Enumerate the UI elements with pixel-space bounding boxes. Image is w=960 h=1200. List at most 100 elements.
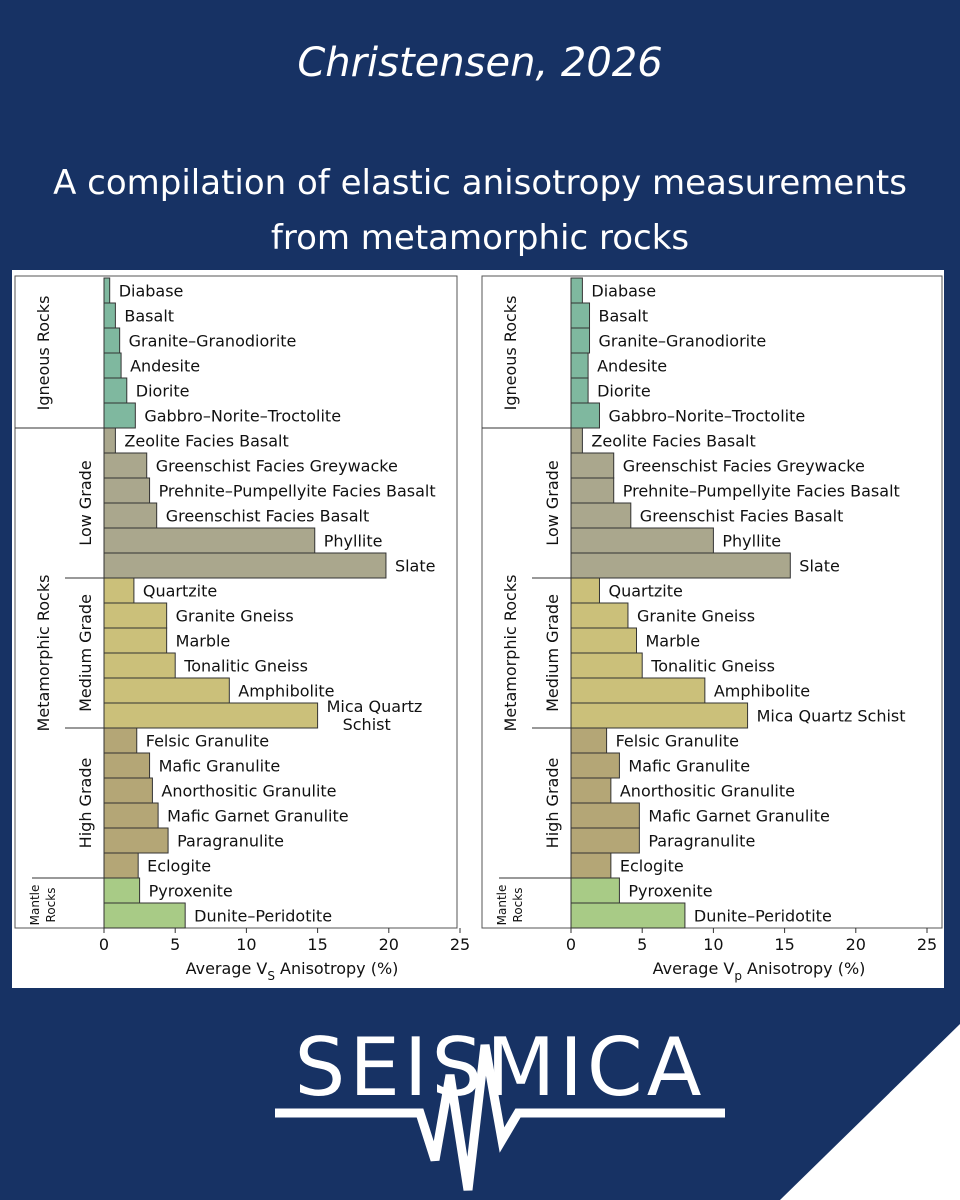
vp-bar <box>570 827 640 854</box>
vp-x-tick-label: 15 <box>774 935 794 954</box>
vp-bar <box>570 652 643 679</box>
vs-bar-label: Pyroxenite <box>149 882 233 901</box>
vs-x-tick-label: 15 <box>307 935 327 954</box>
vs-bar <box>103 802 159 829</box>
vs-x-axis-label: Average VS Anisotropy (%) <box>186 959 399 983</box>
vp-bar <box>570 577 600 604</box>
vs-bar-label: Andesite <box>130 357 200 376</box>
vs-bar-label: Granite–Granodiorite <box>129 332 297 351</box>
seismica-logo: SEISMICA <box>270 1005 730 1200</box>
vs-bar <box>103 852 139 879</box>
vs-group-label: Low Grade <box>76 460 95 545</box>
vp-bar-label: Granite Gneiss <box>637 607 755 626</box>
vs-plot-frame <box>14 275 458 929</box>
author-title: Christensen, 2026 <box>297 40 663 86</box>
vp-x-tick-label: 10 <box>703 935 723 954</box>
vp-bar <box>570 602 629 629</box>
vp-bar-label: Quartzite <box>608 582 682 601</box>
vp-bar <box>570 327 591 354</box>
vs-bar <box>103 552 387 579</box>
vp-bar-label: Mafic Garnet Granulite <box>648 807 829 826</box>
vp-group-label: Medium Grade <box>543 594 562 712</box>
vp-bar-label: Diorite <box>597 382 651 401</box>
vs-bar-label: Mafic Granulite <box>159 757 281 776</box>
vs-bar-label: Gabbro–Norite–Troctolite <box>144 407 341 426</box>
vs-bar <box>103 452 148 479</box>
vp-bar-label: Basalt <box>599 307 649 326</box>
vp-group-label: Low Grade <box>543 460 562 545</box>
vs-bar <box>103 477 151 504</box>
vp-bar <box>570 877 620 904</box>
vp-bar <box>570 452 615 479</box>
vs-bar <box>103 327 121 354</box>
vp-bar-label: Marble <box>646 632 701 651</box>
vp-mantle-label-line: Mantle <box>495 885 509 926</box>
subtitle: A compilation of elastic anisotropy meas… <box>0 156 960 266</box>
vs-bar <box>103 777 153 804</box>
vs-bar-label: Diabase <box>119 282 184 301</box>
vp-bar <box>570 402 600 429</box>
vs-group-label: Igneous Rocks <box>34 296 53 411</box>
vp-x-tick-label: 5 <box>637 935 647 954</box>
vs-bar-label: Greenschist Facies Greywacke <box>156 457 398 476</box>
vs-bar-label: Quartzite <box>143 582 217 601</box>
vs-bar-label: Mafic Garnet Granulite <box>167 807 348 826</box>
seismica-wordmark: SEISMICA <box>275 1021 725 1191</box>
vp-x-axis-label: Average Vp Anisotropy (%) <box>653 959 866 983</box>
vp-bar-label: Amphibolite <box>714 682 810 701</box>
vs-x-axis-label-tail: Anisotropy (%) <box>275 959 398 978</box>
vp-bar-label: Anorthositic Granulite <box>620 782 795 801</box>
vs-bar-label: Granite Gneiss <box>176 607 294 626</box>
vs-bar-label: Phyllite <box>324 532 383 551</box>
vs-x-axis-label-main: Average V <box>186 959 268 978</box>
vs-bar-label-line: Schist <box>343 715 391 734</box>
vs-bar <box>103 727 138 754</box>
vs-bar <box>103 902 186 929</box>
vs-bar-label: Paragranulite <box>177 832 284 851</box>
vp-bar-label: Gabbro–Norite–Troctolite <box>608 407 805 426</box>
vs-bar-label-line: Mica Quartz <box>327 697 423 716</box>
vs-bar-label: Dunite–Peridotite <box>194 907 332 926</box>
subtitle-line-2: from metamorphic rocks <box>270 218 690 258</box>
vs-bar-label: Amphibolite <box>238 682 334 701</box>
vp-bar-label: Andesite <box>597 357 667 376</box>
vp-bar <box>570 502 632 529</box>
vp-metamorphic-label: Metamorphic Rocks <box>501 575 520 732</box>
vp-bar-label: Dunite–Peridotite <box>694 907 832 926</box>
vp-bar-label: Paragranulite <box>648 832 755 851</box>
vp-mantle-label-line: Rocks <box>511 888 525 923</box>
vp-bar <box>570 627 638 654</box>
vp-bar-label: Mica Quartz Schist <box>757 707 906 726</box>
vs-bar <box>103 527 316 554</box>
vp-x-axis-label-tail: Anisotropy (%) <box>742 959 865 978</box>
vs-bar <box>103 377 128 404</box>
vp-bar <box>570 302 591 329</box>
vs-bar <box>103 877 141 904</box>
vp-bar <box>570 852 612 879</box>
vs-bar <box>103 352 122 379</box>
vp-mantle-rocks-label: Mantle Rocks <box>495 885 525 926</box>
vs-bar-label: Prehnite–Pumpellyite Facies Basalt <box>159 482 436 501</box>
vs-bar-label: Diorite <box>136 382 190 401</box>
vs-bar <box>103 752 151 779</box>
vp-bar-label: Diabase <box>591 282 656 301</box>
vp-bar <box>570 427 583 454</box>
vp-bar-label: Slate <box>799 557 840 576</box>
vp-bar-label: Eclogite <box>620 857 684 876</box>
vp-bar <box>570 752 620 779</box>
vp-bar <box>570 727 608 754</box>
vs-group-label: High Grade <box>76 758 95 849</box>
vs-bar-label: Slate <box>395 557 436 576</box>
vp-bar <box>570 352 589 379</box>
vs-bar <box>103 427 116 454</box>
vp-bar-label: Tonalitic Gneiss <box>650 657 775 676</box>
vp-bar <box>570 902 686 929</box>
vs-x-tick-label: 5 <box>170 935 180 954</box>
vs-bar <box>103 702 319 729</box>
vs-x-tick-label: 10 <box>236 935 256 954</box>
seismica-logo-text: SEISMICA <box>295 1021 706 1114</box>
vs-bar-label: Felsic Granulite <box>146 732 269 751</box>
vp-bar <box>570 702 749 729</box>
vp-plot-frame <box>481 275 943 929</box>
vp-bar-label: Felsic Granulite <box>616 732 739 751</box>
